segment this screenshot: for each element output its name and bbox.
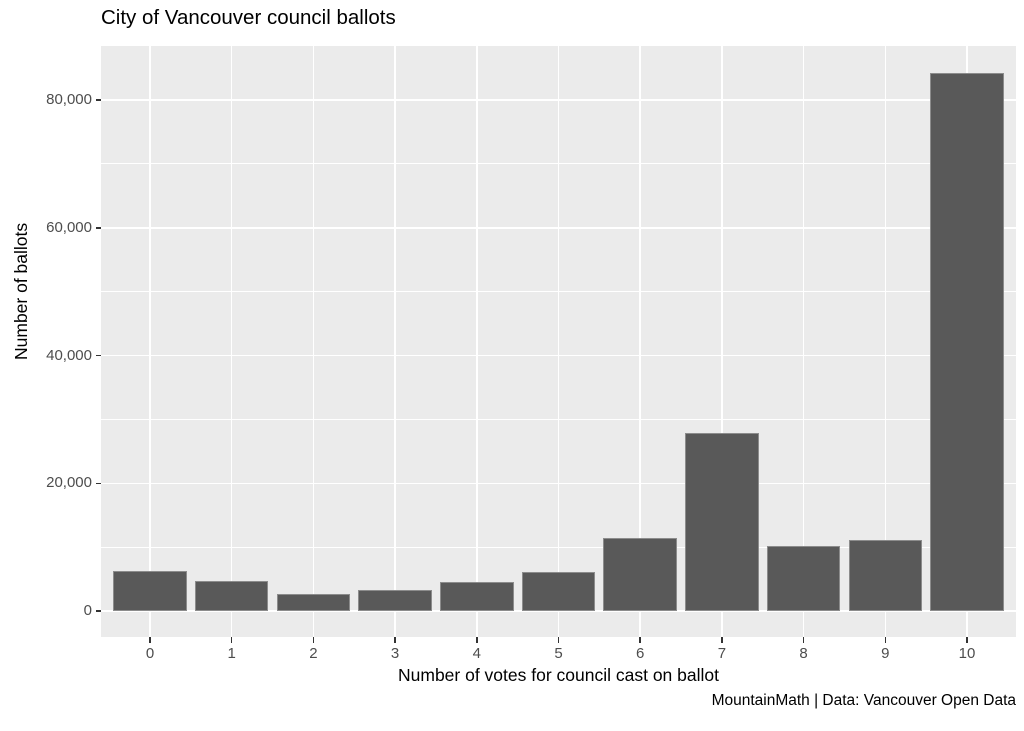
bar-x6 — [603, 538, 677, 611]
y-tick-mark — [95, 99, 101, 101]
bar-x0 — [113, 570, 187, 611]
y-tick-label: 80,000 — [46, 91, 92, 108]
bar-x10 — [930, 72, 1004, 611]
major-gridline-vertical — [721, 46, 723, 637]
bar-x1 — [194, 580, 269, 611]
x-tick-label: 1 — [227, 645, 236, 662]
x-tick-mark — [721, 637, 723, 643]
plot-panel — [101, 46, 1016, 637]
x-tick-label: 4 — [472, 645, 481, 662]
x-tick-mark — [230, 637, 233, 643]
bar-x4 — [440, 581, 514, 611]
y-tick-label: 0 — [83, 602, 92, 619]
x-tick-mark — [149, 637, 151, 643]
x-axis-title: Number of votes for council cast on ball… — [398, 665, 719, 685]
y-tick-label: 60,000 — [46, 218, 92, 236]
x-tick-mark — [476, 637, 478, 643]
x-tick-mark — [884, 637, 887, 643]
y-tick-label: 20,000 — [46, 474, 92, 492]
x-tick-label: 7 — [717, 645, 727, 662]
x-tick-label: 5 — [554, 645, 563, 662]
x-tick-mark — [639, 637, 641, 643]
major-gridline-vertical — [884, 46, 887, 637]
major-gridline-vertical — [476, 46, 478, 637]
y-tick-mark — [95, 610, 101, 612]
y-tick-label: 40,000 — [46, 346, 92, 364]
x-tick-label: 2 — [309, 645, 318, 662]
major-gridline-vertical — [802, 46, 805, 637]
y-tick-mark — [95, 482, 101, 484]
major-gridline-vertical — [149, 46, 151, 637]
bar-x3 — [358, 590, 432, 611]
bar-x5 — [521, 571, 596, 611]
x-tick-label: 10 — [958, 645, 976, 662]
bar-x7 — [685, 433, 759, 611]
major-gridline-vertical — [639, 46, 641, 637]
major-gridline-vertical — [394, 46, 396, 637]
major-gridline-vertical — [230, 46, 233, 637]
bar-x2 — [276, 594, 351, 611]
x-tick-mark — [966, 637, 968, 643]
x-tick-label: 9 — [881, 645, 890, 662]
bar-x8 — [766, 545, 841, 611]
major-gridline-vertical — [557, 46, 560, 637]
x-tick-mark — [312, 637, 315, 643]
chart-caption: MountainMath | Data: Vancouver Open Data — [711, 692, 1016, 709]
x-tick-mark — [394, 637, 396, 643]
y-tick-mark — [95, 227, 101, 229]
x-tick-label: 6 — [636, 645, 645, 662]
bar-x9 — [848, 540, 923, 611]
x-tick-mark — [557, 637, 560, 643]
chart-title: City of Vancouver council ballots — [101, 6, 396, 29]
y-tick-mark — [95, 354, 101, 357]
major-gridline-vertical — [312, 46, 315, 637]
x-tick-label: 8 — [799, 645, 808, 662]
x-tick-label: 0 — [145, 645, 155, 662]
x-tick-mark — [802, 637, 805, 643]
x-tick-label: 3 — [390, 645, 400, 662]
